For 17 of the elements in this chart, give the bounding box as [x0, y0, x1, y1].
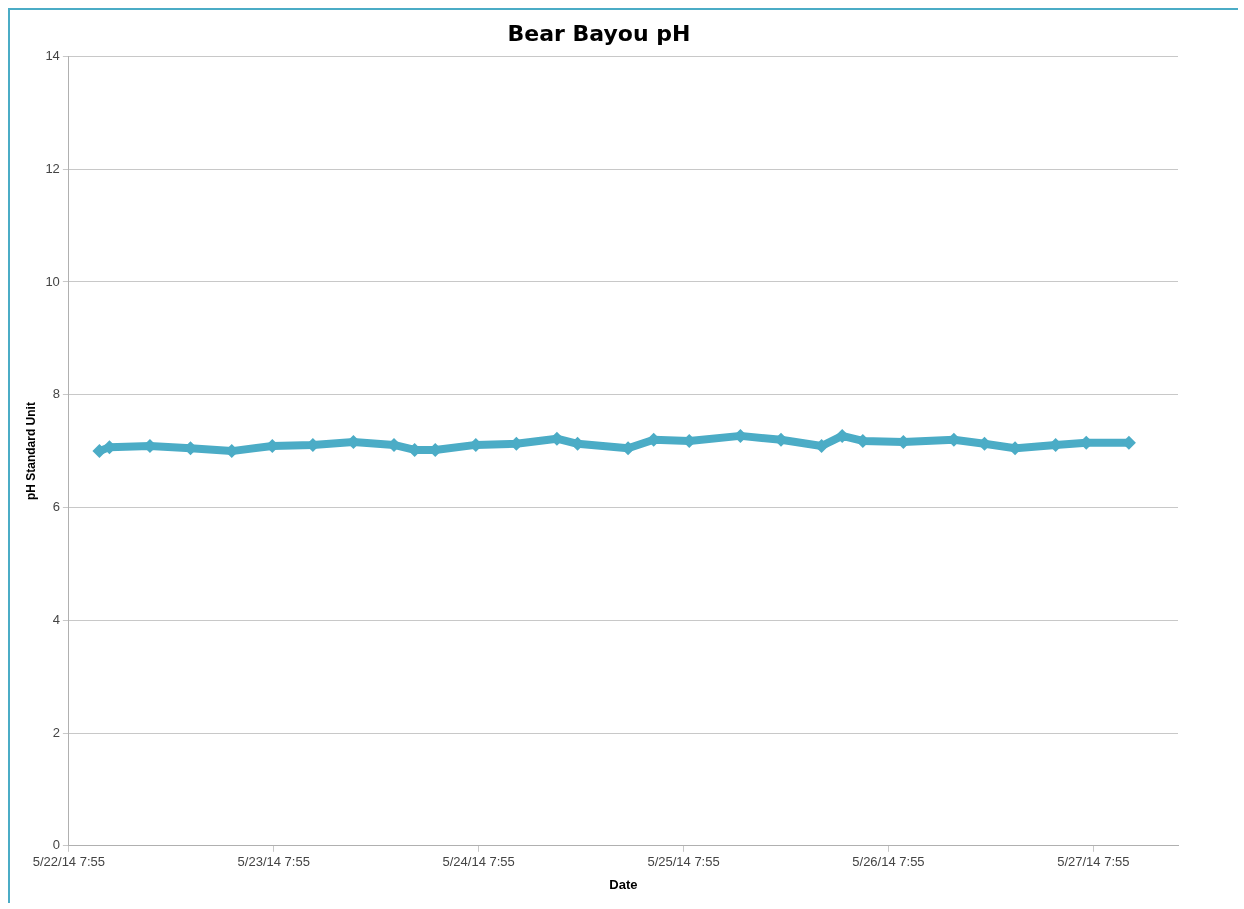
y-axis-title: pH Standard Unit: [23, 402, 38, 501]
x-axis-title: Date: [609, 876, 638, 892]
x-tick-label: 5/23/14 7:55: [237, 854, 310, 870]
y-tick-label: 14: [45, 47, 60, 63]
y-tick-label: 4: [52, 611, 60, 627]
y-tick-label: 2: [52, 724, 60, 740]
y-tick-label: 12: [45, 160, 60, 176]
x-tick-label: 5/22/14 7:55: [32, 854, 106, 870]
y-tick-label: 6: [52, 499, 60, 515]
y-tick-label: 0: [52, 837, 60, 853]
x-tick-label: 5/24/14 7:55: [442, 854, 515, 870]
x-tick-label: 5/25/14 7:55: [647, 854, 720, 870]
x-tick-label: 5/26/14 7:55: [852, 854, 925, 870]
x-tick-label: 5/27/14 7:55: [1057, 854, 1130, 870]
y-tick-label: 10: [45, 273, 60, 289]
chart-title: Bear Bayou pH: [507, 20, 691, 46]
y-tick-label: 8: [52, 386, 60, 402]
